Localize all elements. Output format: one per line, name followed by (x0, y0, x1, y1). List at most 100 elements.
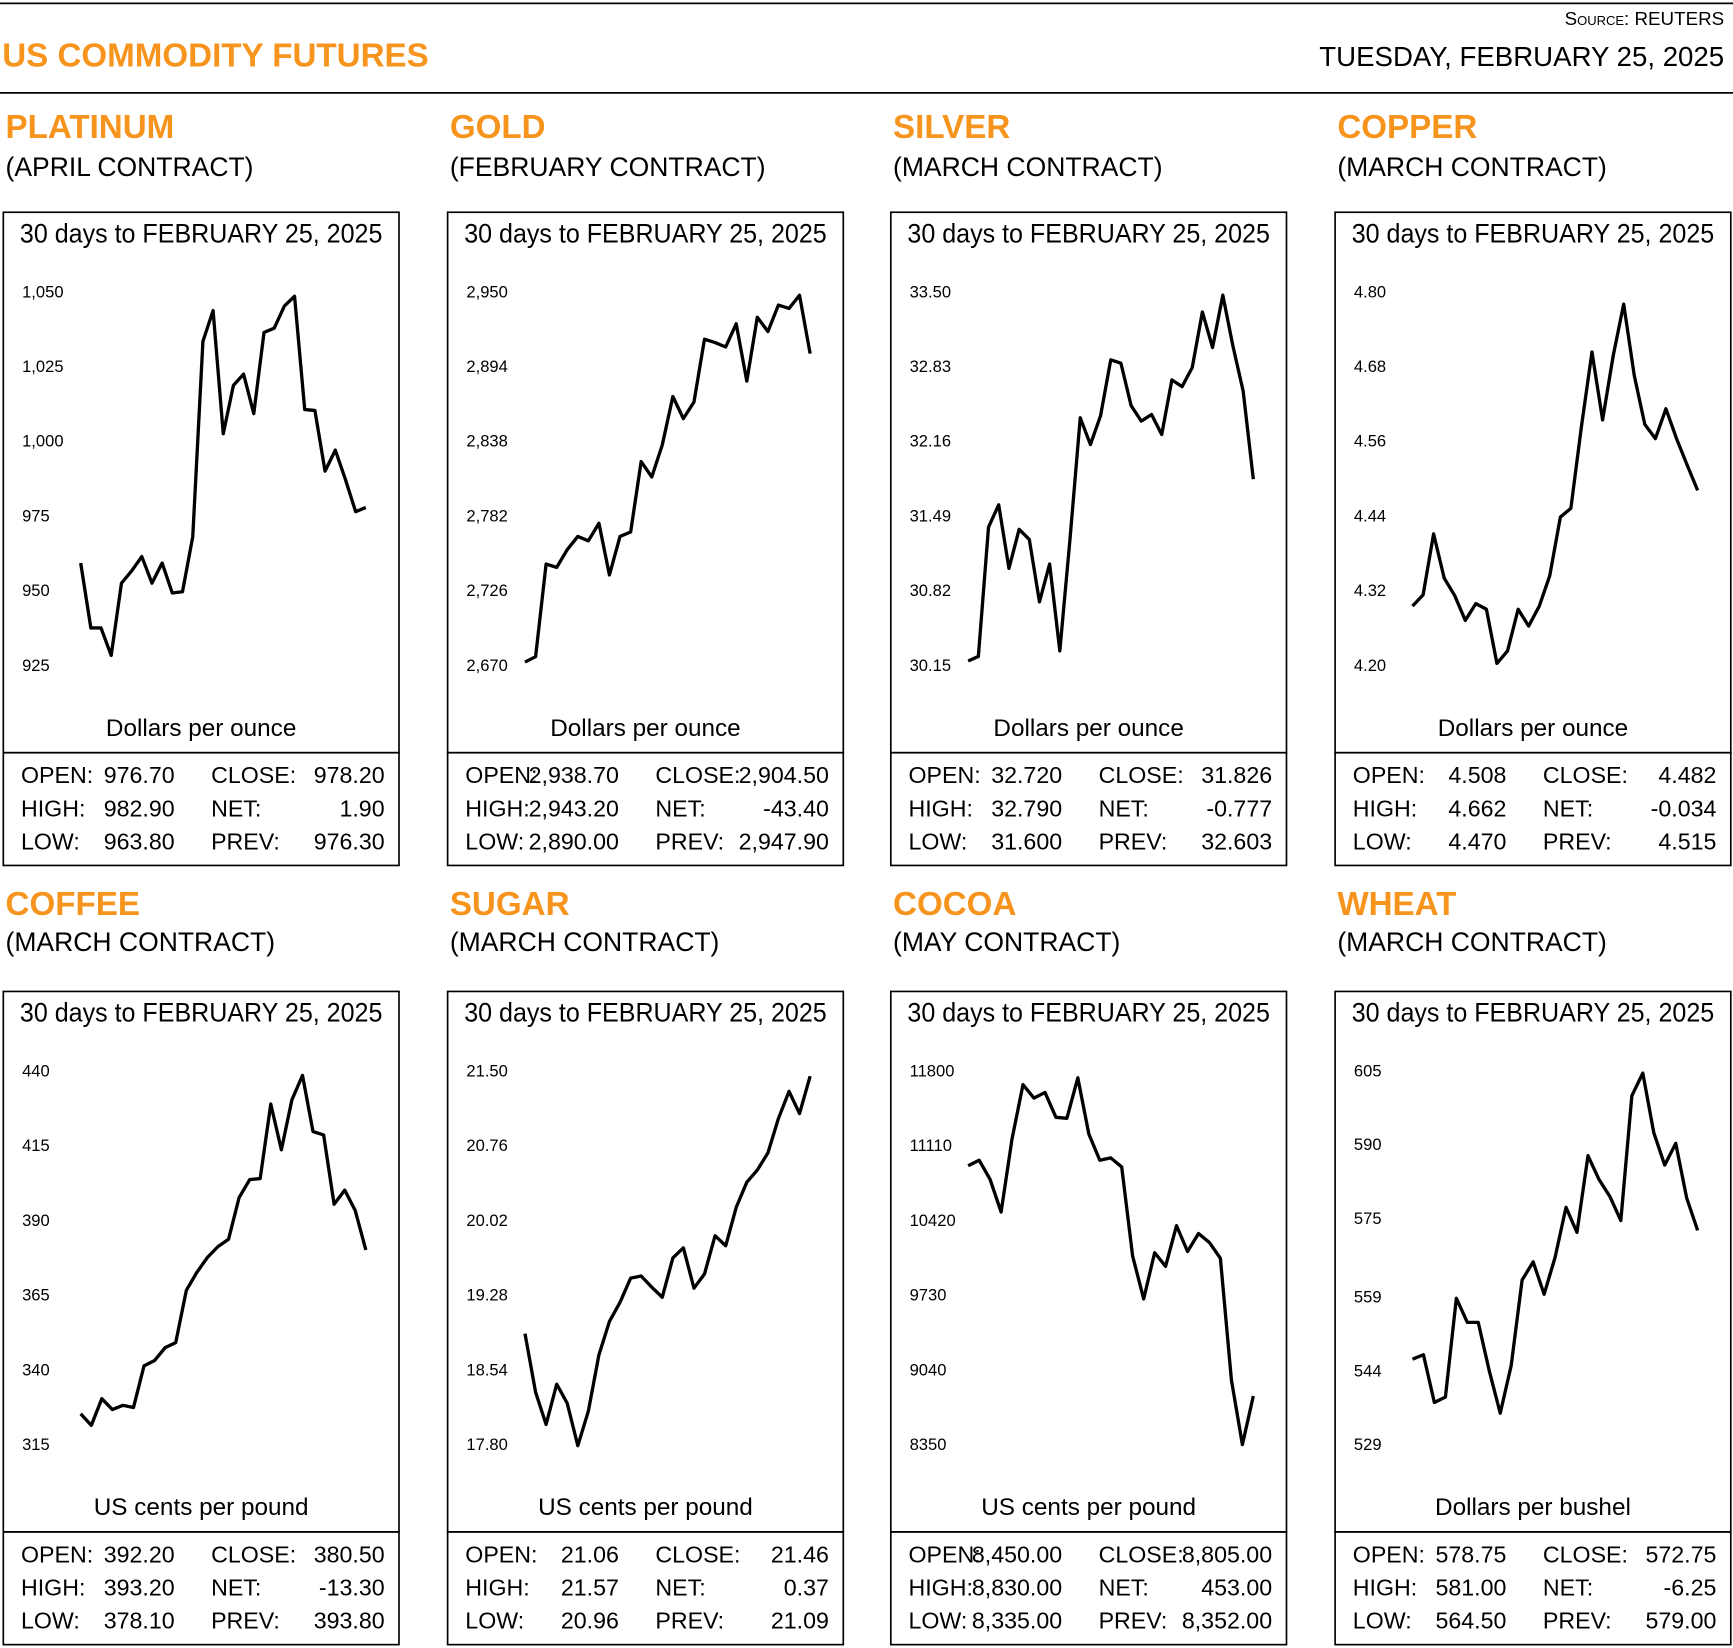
stat-value: 378.10 (104, 1608, 175, 1634)
y-tick-label: 19.28 (466, 1286, 507, 1305)
stat-value: 963.80 (104, 828, 175, 854)
stat-value: 4.470 (1448, 828, 1506, 854)
stat-label: LOW: (908, 828, 967, 854)
unit-label: Dollars per bushel (1435, 1494, 1631, 1521)
stat-value: 581.00 (1436, 1574, 1507, 1600)
y-tick-label: 4.20 (1354, 656, 1386, 675)
stat-label: OPEN: (21, 762, 93, 788)
y-tick-label: 975 (22, 506, 50, 525)
stat-label: HIGH: (1353, 1574, 1417, 1600)
y-tick-label: 8350 (910, 1435, 947, 1454)
y-tick-label: 544 (1354, 1361, 1382, 1380)
y-tick-label: 31.49 (910, 506, 951, 525)
stat-label: HIGH: (465, 795, 529, 821)
stat-label: OPEN: (21, 1541, 93, 1567)
stat-value: 982.90 (104, 795, 175, 821)
unit-label: US cents per pound (981, 1494, 1196, 1521)
stat-label: OPEN: (908, 1541, 980, 1567)
stat-label: PREV: (1543, 1608, 1612, 1634)
stats-box (889, 751, 1288, 867)
stat-label: HIGH: (21, 795, 85, 821)
stat-value: 976.70 (104, 762, 175, 788)
stat-label: HIGH: (21, 1574, 85, 1600)
y-tick-label: 1,025 (22, 357, 63, 376)
y-tick-label: 4.80 (1354, 282, 1386, 301)
stat-value: -0.034 (1651, 795, 1717, 821)
stat-value: 393.20 (104, 1574, 175, 1600)
stat-label: CLOSE: (211, 1541, 296, 1567)
period: 30 days to FEBRUARY 25, 2025 (20, 218, 383, 248)
period: 30 days to FEBRUARY 25, 2025 (20, 998, 383, 1028)
stat-value: 32.790 (991, 795, 1062, 821)
stat-value: 20.96 (561, 1608, 619, 1634)
stat-label: HIGH: (1353, 795, 1417, 821)
source: Source: REUTERS (1565, 8, 1725, 29)
y-tick-label: 559 (1354, 1288, 1382, 1307)
stat-label: PREV: (655, 828, 724, 854)
stat-label: OPEN: (1353, 762, 1425, 788)
contract: (MARCH CONTRACT) (1337, 927, 1607, 957)
price-line (79, 294, 367, 658)
y-tick-label: 590 (1354, 1135, 1382, 1154)
stat-label: OPEN: (1353, 1541, 1425, 1567)
stat-label: NET: (655, 1574, 705, 1600)
stat-value: 8,335.00 (972, 1608, 1062, 1634)
y-tick-label: 30.82 (910, 581, 951, 600)
stat-label: CLOSE: (1543, 762, 1628, 788)
y-tick-label: 575 (1354, 1209, 1382, 1228)
stat-label: CLOSE: (655, 1541, 740, 1567)
price-line (1411, 1071, 1700, 1415)
stat-label: PREV: (211, 1608, 280, 1634)
period: 30 days to FEBRUARY 25, 2025 (907, 998, 1270, 1028)
y-tick-label: 11800 (910, 1061, 955, 1080)
stat-value: 978.20 (314, 762, 385, 788)
y-tick-label: 20.02 (466, 1211, 507, 1230)
y-tick-label: 315 (22, 1435, 50, 1454)
stat-value: 21.46 (771, 1541, 829, 1567)
stat-label: PREV: (211, 828, 280, 854)
stat-value: 572.75 (1645, 1541, 1716, 1567)
stat-value: -0.777 (1206, 795, 1272, 821)
contract: (MAY CONTRACT) (893, 927, 1120, 957)
y-tick-label: 33.50 (910, 282, 951, 301)
stat-value: 8,352.00 (1182, 1608, 1272, 1634)
stat-value: -43.40 (763, 795, 829, 821)
stat-label: PREV: (1099, 828, 1168, 854)
price-line (79, 1073, 368, 1428)
stat-value: -6.25 (1664, 1574, 1717, 1600)
contract: (MARCH CONTRACT) (1337, 152, 1607, 182)
stat-value: 453.00 (1201, 1574, 1272, 1600)
stats-box (2, 1531, 400, 1646)
stat-label: CLOSE: (1099, 1541, 1184, 1567)
stat-label: CLOSE: (655, 762, 740, 788)
price-line (523, 1075, 812, 1448)
stat-label: OPEN: (465, 762, 537, 788)
stat-label: LOW: (21, 828, 80, 854)
price-line (967, 293, 1255, 663)
stat-label: NET: (211, 795, 261, 821)
stat-label: HIGH: (908, 1574, 972, 1600)
y-tick-label: 4.44 (1354, 506, 1386, 525)
stat-label: NET: (1099, 795, 1149, 821)
stat-value: 2,947.90 (739, 828, 829, 854)
stat-label: PREV: (1543, 828, 1612, 854)
y-tick-label: 2,894 (466, 357, 507, 376)
stat-value: 2,904.50 (739, 762, 829, 788)
stat-value: 21.57 (561, 1574, 619, 1600)
stat-value: -13.30 (319, 1574, 385, 1600)
stat-value: 4.482 (1658, 762, 1716, 788)
commodity-title: SILVER (893, 109, 1010, 146)
stat-label: NET: (1543, 1574, 1593, 1600)
unit-label: US cents per pound (94, 1494, 309, 1521)
stat-value: 21.06 (561, 1541, 619, 1567)
y-tick-label: 1,000 (22, 432, 63, 451)
stat-label: CLOSE: (211, 762, 296, 788)
stat-value: 31.826 (1201, 762, 1272, 788)
y-tick-label: 21.50 (466, 1061, 507, 1080)
stat-value: 2,943.20 (529, 795, 619, 821)
y-tick-label: 2,838 (466, 432, 507, 451)
stats-box (1334, 1531, 1732, 1646)
stat-value: 4.508 (1448, 762, 1506, 788)
stat-value: 579.00 (1645, 1608, 1716, 1634)
